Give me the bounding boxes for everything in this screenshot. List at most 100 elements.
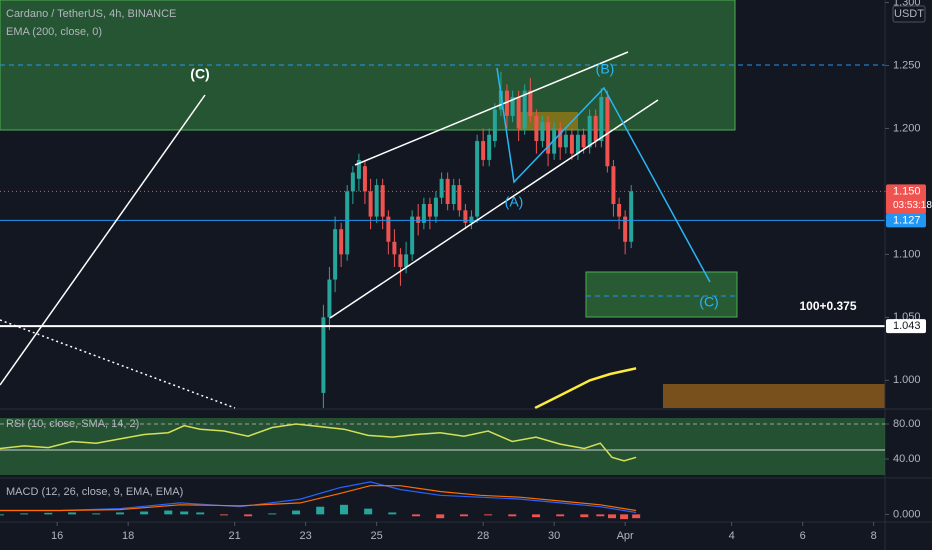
histogram-bar	[459, 514, 468, 517]
histogram-bar	[220, 514, 229, 516]
candle-body	[516, 96, 521, 129]
candle-body	[421, 204, 426, 223]
ema-line	[534, 367, 637, 410]
candle-body	[546, 122, 551, 154]
level-label: 1.127	[893, 214, 921, 226]
candle-body	[611, 166, 616, 204]
fib-label: 100+0.375	[799, 299, 856, 313]
histogram-bar	[532, 514, 541, 518]
candle-body	[575, 134, 580, 154]
histogram-bar	[0, 514, 4, 516]
unit-box	[892, 5, 926, 23]
candle-body	[540, 122, 545, 142]
candle-body	[410, 216, 415, 255]
target-zone	[585, 271, 738, 318]
candle-body	[617, 204, 622, 217]
histogram-bar	[196, 512, 205, 515]
wave-path	[496, 67, 711, 283]
candle-body	[599, 96, 604, 142]
histogram-bar	[556, 514, 565, 517]
y-tick-label: 80.00	[893, 418, 921, 430]
x-tick-label: 23	[300, 530, 312, 542]
x-tick-label: 6	[800, 530, 806, 542]
candle-body	[445, 178, 450, 204]
candle-body	[581, 134, 586, 148]
trend-line	[0, 94, 206, 386]
x-tick-label: 18	[122, 530, 134, 542]
y-tick-label: 40.00	[893, 453, 921, 465]
rsi-line	[0, 423, 637, 462]
histogram-bar	[508, 514, 517, 517]
candle-body	[333, 229, 338, 280]
x-tick-label: 30	[548, 530, 560, 542]
candle-body	[481, 141, 486, 160]
histogram-bar	[268, 513, 277, 515]
rsi-legend: RSI (10, close, SMA, 14, 2)	[6, 418, 139, 430]
histogram-bar	[115, 512, 124, 515]
candle-body	[593, 115, 598, 142]
candle-body	[569, 134, 574, 154]
candle-body	[534, 115, 539, 142]
macd-line	[0, 481, 637, 514]
indicator-legend: EMA (200, close, 0)	[6, 26, 102, 38]
x-tick-label: 16	[51, 530, 63, 542]
candle-body	[321, 317, 326, 393]
y-tick-label: 1.200	[893, 122, 921, 134]
candle-body	[392, 241, 397, 255]
candle-body	[380, 185, 385, 217]
candle-body	[528, 90, 533, 116]
candle-body	[510, 96, 515, 116]
histogram-bar	[164, 510, 173, 515]
candle-body	[416, 216, 421, 223]
level-label: 1.150	[893, 185, 921, 197]
symbol-title: Cardano / TetherUS, 4h, BINANCE	[6, 8, 176, 20]
histogram-bar	[436, 514, 445, 519]
histogram-bar	[339, 504, 348, 515]
wave-label: (C)	[699, 294, 718, 310]
wave-label: (C)	[190, 66, 209, 82]
candle-body	[605, 96, 610, 167]
candle-body	[558, 128, 563, 148]
countdown: 03:53:18	[893, 200, 932, 211]
histogram-bar	[632, 514, 641, 519]
histogram-bar	[412, 514, 421, 517]
y-tick-label: 1.300	[893, 0, 921, 8]
histogram-bar	[244, 514, 253, 517]
candle-body	[368, 191, 373, 217]
candle-body	[629, 191, 634, 242]
candle-body	[492, 109, 497, 142]
wave-label: (A)	[505, 194, 524, 210]
histogram-bar	[68, 512, 77, 515]
macd-legend: MACD (12, 26, close, 9, EMA, EMA)	[6, 486, 183, 498]
candle-body	[345, 191, 350, 255]
wedge-line	[354, 51, 629, 166]
unit-label: USDT	[894, 8, 924, 20]
candle-body	[498, 90, 503, 110]
candle-body	[433, 197, 438, 217]
candle-body	[404, 254, 409, 267]
y-tick-label: 0.000	[893, 508, 921, 520]
candle-body	[439, 178, 444, 198]
wave-label: (B)	[596, 61, 615, 77]
histogram-bar	[580, 514, 589, 518]
candle-body	[504, 90, 509, 116]
candle-body	[386, 216, 391, 242]
level-box	[886, 319, 926, 334]
histogram-bar	[608, 514, 617, 519]
x-tick-label: 21	[229, 530, 241, 542]
candle-body	[475, 141, 480, 217]
y-tick-label: 1.250	[893, 59, 921, 71]
candle-body	[469, 216, 474, 223]
histogram-bar	[364, 508, 373, 515]
x-tick-label: 4	[729, 530, 735, 542]
candle-body	[487, 134, 492, 160]
candle-body	[463, 210, 468, 223]
x-tick-label: 8	[871, 530, 877, 542]
candle-body	[451, 185, 456, 204]
macd-pane	[0, 481, 641, 520]
candle-body	[356, 159, 361, 179]
y-tick-label: 1.000	[893, 374, 921, 386]
candle-body	[339, 229, 344, 255]
wedge-line	[329, 99, 659, 319]
histogram-bar	[596, 514, 605, 517]
